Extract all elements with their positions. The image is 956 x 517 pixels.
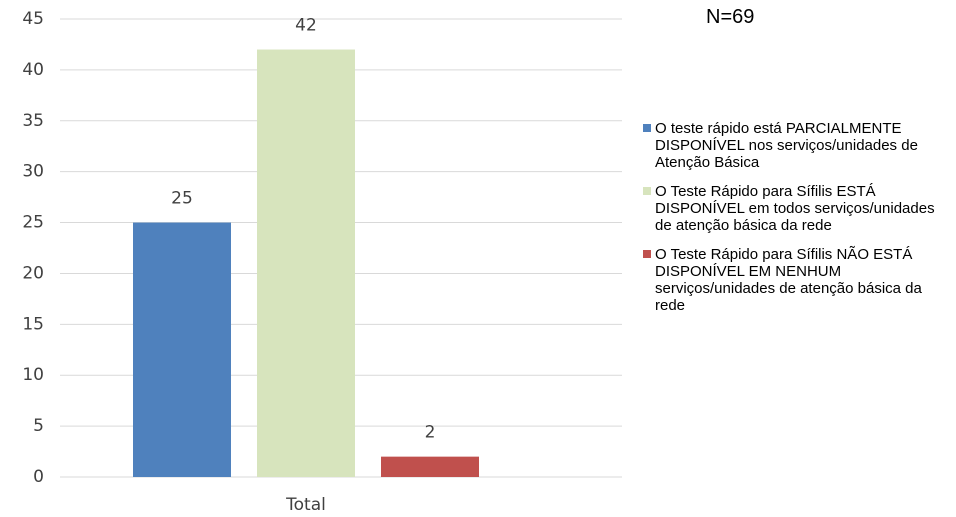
annotation: N=69 xyxy=(706,6,754,29)
y-tick-label: 30 xyxy=(22,162,44,182)
y-tick-label: 25 xyxy=(22,213,44,233)
value-label: 25 xyxy=(171,189,193,209)
y-tick-label: 35 xyxy=(22,111,44,131)
x-tick-label: Total xyxy=(285,495,326,515)
bar xyxy=(381,457,479,477)
legend-swatch xyxy=(643,187,651,195)
legend-item: O teste rápido está PARCIALMENTE DISPONÍ… xyxy=(643,120,948,171)
bar xyxy=(257,50,355,477)
legend-item: O Teste Rápido para Sífilis NÃO ESTÁ DIS… xyxy=(643,246,948,314)
legend-label: O teste rápido está PARCIALMENTE DISPONÍ… xyxy=(655,120,948,171)
y-tick-label: 45 xyxy=(22,9,44,29)
value-label: 2 xyxy=(425,423,436,443)
legend-label: O Teste Rápido para Sífilis NÃO ESTÁ DIS… xyxy=(655,246,948,314)
chart: 0 5 10 15 20 25 30 35 40 45 Total 25 42 2 N=69 O test… xyxy=(0,0,956,517)
y-tick-label: 15 xyxy=(22,314,44,334)
y-tick-label: 40 xyxy=(22,60,44,80)
bar xyxy=(133,223,231,477)
legend-label: O Teste Rápido para Sífilis ESTÁ DISPONÍ… xyxy=(655,183,948,234)
legend-swatch xyxy=(643,124,651,132)
legend-swatch xyxy=(643,250,651,258)
legend: O teste rápido está PARCIALMENTE DISPONÍ… xyxy=(643,120,948,326)
y-tick-label: 0 xyxy=(33,467,44,487)
y-tick-label: 5 xyxy=(33,416,44,436)
value-label: 42 xyxy=(295,16,317,36)
y-tick-label: 10 xyxy=(22,365,44,385)
legend-item: O Teste Rápido para Sífilis ESTÁ DISPONÍ… xyxy=(643,183,948,234)
y-tick-label: 20 xyxy=(22,263,44,283)
